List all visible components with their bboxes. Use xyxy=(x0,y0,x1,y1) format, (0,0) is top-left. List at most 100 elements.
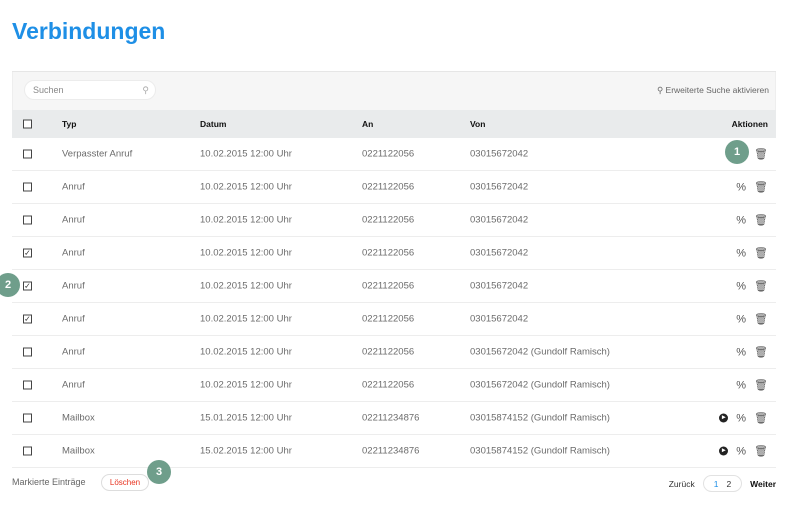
cell-von: 03015672042 (Gundolf Ramisch) xyxy=(470,379,610,391)
row-checkbox[interactable] xyxy=(23,215,32,225)
row-actions: % 🗑︎ xyxy=(736,346,768,359)
row-checkbox[interactable] xyxy=(23,446,32,456)
row-actions: % 🗑︎ xyxy=(736,280,768,293)
cell-typ: Anruf xyxy=(62,313,85,325)
trash-icon[interactable]: 🗑︎ xyxy=(754,379,768,392)
cell-von: 03015672042 (Gundolf Ramisch) xyxy=(470,346,610,358)
cell-typ: Anruf xyxy=(62,379,85,391)
trash-icon[interactable]: 🗑︎ xyxy=(754,148,768,161)
cell-datum: 10.02.2015 12:00 Uhr xyxy=(200,214,292,226)
cell-datum: 10.02.2015 12:00 Uhr xyxy=(200,148,292,160)
column-header-von[interactable]: Von xyxy=(470,119,486,129)
annotation-badge: 2 xyxy=(0,273,20,297)
forward-call-icon[interactable]: % xyxy=(736,214,747,226)
row-checkbox[interactable] xyxy=(23,380,32,390)
page-2-button[interactable]: 2 xyxy=(726,478,732,489)
trash-icon[interactable]: 🗑︎ xyxy=(754,280,768,293)
row-checkbox[interactable] xyxy=(23,413,32,423)
trash-icon[interactable]: 🗑︎ xyxy=(754,247,768,260)
cell-an: 0221122056 xyxy=(362,346,415,358)
row-checkbox[interactable] xyxy=(23,149,32,159)
advanced-search-link[interactable]: ⚲ Erweiterte Suche aktivieren xyxy=(657,85,769,96)
advanced-search-label: Erweiterte Suche aktivieren xyxy=(665,85,769,95)
cell-an: 0221122056 xyxy=(362,280,415,292)
cell-typ: Anruf xyxy=(62,181,85,193)
column-header-typ[interactable]: Typ xyxy=(62,119,77,129)
table-header: Typ Datum An Von Aktionen xyxy=(12,110,776,138)
table-row[interactable]: Anruf 10.02.2015 12:00 Uhr 0221122056 03… xyxy=(12,369,776,402)
cell-an: 0221122056 xyxy=(362,214,415,226)
column-header-an[interactable]: An xyxy=(362,119,374,129)
cell-von: 03015672042 xyxy=(470,313,529,325)
table-row[interactable]: Mailbox 15.01.2015 12:00 Uhr 02211234876… xyxy=(12,402,776,435)
forward-call-icon[interactable]: % xyxy=(736,181,747,193)
cell-an: 02211234876 xyxy=(362,412,420,424)
forward-call-icon[interactable]: % xyxy=(736,346,747,358)
table-row[interactable]: Anruf 10.02.2015 12:00 Uhr 0221122056 03… xyxy=(12,171,776,204)
table-row[interactable]: ✓ Anruf 10.02.2015 12:00 Uhr 0221122056 … xyxy=(12,303,776,336)
trash-icon[interactable]: 🗑︎ xyxy=(754,313,768,326)
page-1-button[interactable]: 1 xyxy=(713,478,719,489)
marked-entries-label: Markierte Einträge xyxy=(12,477,86,487)
forward-call-icon[interactable]: % xyxy=(736,247,747,259)
next-page-button[interactable]: Weiter xyxy=(750,478,776,489)
row-actions: % 🗑︎ xyxy=(736,247,768,260)
forward-call-icon[interactable]: % xyxy=(736,313,747,325)
connections-table: Suchen ⚲ ⚲ Erweiterte Suche aktivieren T… xyxy=(12,71,776,468)
cell-von: 03015672042 xyxy=(470,214,529,226)
trash-icon[interactable]: 🗑︎ xyxy=(754,412,768,425)
cell-an: 02211234876 xyxy=(362,445,420,457)
row-checkbox[interactable] xyxy=(23,182,32,192)
page-list: 1 2 xyxy=(702,475,743,492)
row-actions: ▶ % 🗑︎ xyxy=(719,445,768,458)
row-actions: % 🗑︎ xyxy=(736,181,768,194)
search-icon[interactable]: ⚲ xyxy=(142,85,149,95)
table-toolbar: Suchen ⚲ ⚲ Erweiterte Suche aktivieren xyxy=(12,72,776,110)
table-row[interactable]: ✓ Anruf 10.02.2015 12:00 Uhr 0221122056 … xyxy=(12,270,776,303)
table-row[interactable]: Anruf 10.02.2015 12:00 Uhr 0221122056 03… xyxy=(12,336,776,369)
forward-call-icon[interactable]: % xyxy=(736,379,747,391)
trash-icon[interactable]: 🗑︎ xyxy=(754,346,768,359)
cell-datum: 10.02.2015 12:00 Uhr xyxy=(200,379,292,391)
table-row[interactable]: Mailbox 15.02.2015 12:00 Uhr 02211234876… xyxy=(12,435,776,468)
forward-call-icon[interactable]: % xyxy=(736,280,747,292)
delete-selected-button[interactable]: Löschen xyxy=(101,474,149,491)
row-actions: 🗑︎ xyxy=(754,148,768,161)
row-checkbox[interactable] xyxy=(23,347,32,357)
cell-typ: Anruf xyxy=(62,247,85,259)
cell-datum: 10.02.2015 12:00 Uhr xyxy=(200,346,292,358)
cell-von: 03015874152 (Gundolf Ramisch) xyxy=(470,445,610,457)
cell-typ: Verpasster Anruf xyxy=(62,148,133,160)
row-actions: % 🗑︎ xyxy=(736,214,768,227)
row-actions: % 🗑︎ xyxy=(736,313,768,326)
cell-datum: 15.02.2015 12:00 Uhr xyxy=(200,445,292,457)
annotation-badge: 3 xyxy=(147,460,171,484)
trash-icon[interactable]: 🗑︎ xyxy=(754,445,768,458)
row-checkbox[interactable]: ✓ xyxy=(23,281,32,291)
search-input[interactable]: Suchen ⚲ xyxy=(24,80,156,100)
table-row[interactable]: ✓ Anruf 10.02.2015 12:00 Uhr 0221122056 … xyxy=(12,237,776,270)
cell-an: 0221122056 xyxy=(362,181,415,193)
column-header-datum[interactable]: Datum xyxy=(200,119,227,129)
cell-an: 0221122056 xyxy=(362,247,415,259)
table-row[interactable]: Anruf 10.02.2015 12:00 Uhr 0221122056 03… xyxy=(12,204,776,237)
row-actions: % 🗑︎ xyxy=(736,379,768,392)
select-all-checkbox[interactable] xyxy=(23,119,32,129)
cell-typ: Mailbox xyxy=(62,445,95,457)
trash-icon[interactable]: 🗑︎ xyxy=(754,181,768,194)
row-checkbox[interactable]: ✓ xyxy=(23,248,32,258)
cell-datum: 10.02.2015 12:00 Uhr xyxy=(200,181,292,193)
play-icon[interactable]: ▶ xyxy=(719,413,729,423)
row-actions: ▶ % 🗑︎ xyxy=(719,412,768,425)
cell-typ: Anruf xyxy=(62,214,85,226)
forward-call-icon[interactable]: % xyxy=(736,412,747,424)
cell-von: 03015874152 (Gundolf Ramisch) xyxy=(470,412,610,424)
pagination: Zurück 1 2 Weiter xyxy=(669,475,776,492)
cell-von: 03015672042 xyxy=(470,247,529,259)
play-icon[interactable]: ▶ xyxy=(719,446,729,456)
forward-call-icon[interactable]: % xyxy=(736,445,747,457)
trash-icon[interactable]: 🗑︎ xyxy=(754,214,768,227)
table-row[interactable]: Verpasster Anruf 10.02.2015 12:00 Uhr 02… xyxy=(12,138,776,171)
row-checkbox[interactable]: ✓ xyxy=(23,314,32,324)
prev-page-button[interactable]: Zurück xyxy=(668,478,695,489)
